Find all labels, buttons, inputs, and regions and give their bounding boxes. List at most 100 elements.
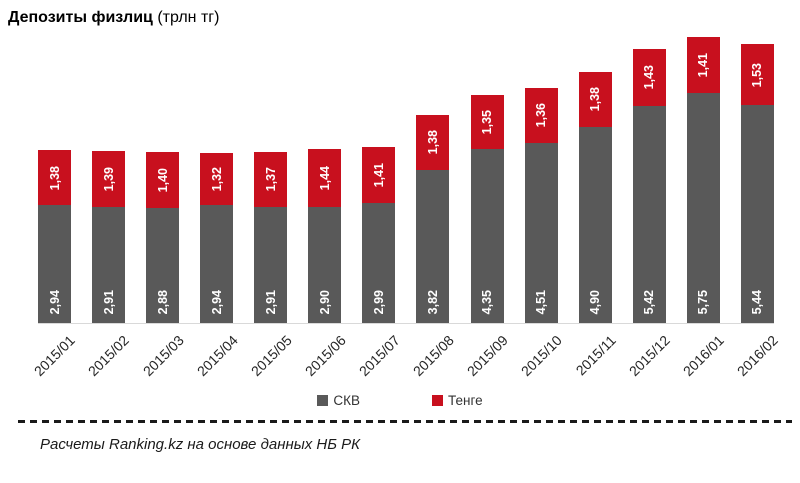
bar-value-label: 1,44 xyxy=(317,166,332,191)
x-axis-label-text: 2015/01 xyxy=(31,332,79,380)
bar-segment-skv: 2,94 xyxy=(38,205,71,323)
bar-value-label: 2,94 xyxy=(209,289,224,314)
x-axis-label: 2015/05 xyxy=(247,324,294,388)
bar-value-label: 1,53 xyxy=(750,62,765,87)
x-axis-labels: 2015/01 2015/02 2015/03 2015/04 2015/05 2015/… xyxy=(31,324,781,388)
bar-segment-skv: 2,94 xyxy=(200,205,234,323)
x-axis-label-text: 2015/08 xyxy=(409,332,457,380)
stacked-bar: 1,38 2,94 xyxy=(38,150,71,323)
source-note: Расчеты Ranking.kz на основе данных НБ Р… xyxy=(40,436,361,453)
x-axis-label: 2015/11 xyxy=(573,324,619,388)
skv-swatch-icon xyxy=(317,394,329,406)
stacked-bar: 1,53 5,44 xyxy=(740,44,774,323)
x-axis-label: 2015/04 xyxy=(193,324,240,388)
bar-value-label: 1,38 xyxy=(47,165,62,190)
stacked-bar: 1,39 2,91 xyxy=(92,151,126,323)
legend-item-skv: СКВ xyxy=(317,393,360,408)
x-axis-label: 2015/06 xyxy=(302,324,349,388)
legend-label-tenge: Тенге xyxy=(448,392,483,408)
x-axis-label-text: 2015/07 xyxy=(355,332,403,380)
bar-segment-tenge: 1,40 xyxy=(146,151,180,208)
plot-area: 1,38 2,94 1,39 2,91 1,40 2,88 1,32 2,94 1,37 2,91… xyxy=(38,32,774,324)
stacked-bar: 1,38 3,82 xyxy=(416,115,450,323)
x-axis-label-text: 2015/09 xyxy=(463,332,511,380)
x-axis-label: 2015/12 xyxy=(626,324,673,388)
bar-segment-skv: 5,75 xyxy=(686,93,720,323)
x-axis-label: 2016/01 xyxy=(680,324,727,388)
bar-segment-skv: 2,91 xyxy=(92,206,126,323)
x-axis-label: 2016/02 xyxy=(734,324,781,388)
x-axis-label: 2015/01 xyxy=(31,324,78,388)
bar-value-label: 4,51 xyxy=(534,289,549,314)
x-axis-label: 2015/02 xyxy=(85,324,132,388)
x-axis-label: 2015/09 xyxy=(464,324,511,388)
legend-item-tenge: Тенге xyxy=(432,393,483,408)
bar-value-label: 2,90 xyxy=(317,289,332,314)
legend: СКВ Тенге xyxy=(0,390,800,410)
stacked-bar: 1,44 2,90 xyxy=(308,149,342,323)
bar-value-label: 2,99 xyxy=(371,289,386,314)
bar-segment-tenge: 1,37 xyxy=(254,151,288,207)
bar-value-label: 5,44 xyxy=(750,289,765,314)
bar-value-label: 5,75 xyxy=(696,289,711,314)
stacked-bar: 1,38 4,90 xyxy=(578,71,612,323)
x-axis-label-text: 2015/11 xyxy=(572,332,619,379)
dashed-separator xyxy=(18,420,792,423)
bar-segment-skv: 2,99 xyxy=(362,203,396,323)
stacked-bar: 1,43 5,42 xyxy=(632,49,666,323)
bar-value-label: 4,35 xyxy=(480,289,494,314)
bar-segment-tenge: 1,41 xyxy=(362,147,396,204)
stacked-bar: 1,36 4,51 xyxy=(524,88,558,323)
bar-value-label: 1,40 xyxy=(155,167,170,192)
bar-segment-tenge: 1,38 xyxy=(578,71,612,127)
bar-segment-skv: 5,44 xyxy=(740,105,774,323)
stacked-bar: 1,35 4,35 xyxy=(470,95,504,323)
bar-value-label: 1,38 xyxy=(425,130,440,155)
bar-segment-skv: 2,88 xyxy=(146,207,180,323)
bar-segment-tenge: 1,44 xyxy=(308,149,342,207)
bar-value-label: 2,91 xyxy=(101,289,116,314)
bar-value-label: 3,82 xyxy=(425,289,440,314)
stacked-bar: 1,41 5,75 xyxy=(686,36,720,323)
bar-segment-tenge: 1,43 xyxy=(632,49,666,107)
chart-title: Депозиты физлиц (трлн тг) xyxy=(0,8,800,28)
bar-segment-skv: 4,90 xyxy=(578,127,612,323)
bar-segment-skv: 4,51 xyxy=(524,142,558,323)
x-axis-label-text: 2015/02 xyxy=(85,332,133,380)
stacked-bar: 1,40 2,88 xyxy=(146,151,180,323)
stacked-bar: 1,32 2,94 xyxy=(200,152,234,323)
bar-segment-skv: 5,42 xyxy=(632,106,666,323)
x-axis-label: 2015/10 xyxy=(518,324,565,388)
bar-segment-skv: 4,35 xyxy=(470,149,504,323)
bar-value-label: 1,43 xyxy=(642,65,657,90)
bar-segment-tenge: 1,35 xyxy=(470,95,504,149)
bar-segment-tenge: 1,38 xyxy=(416,115,450,171)
bar-segment-skv: 2,91 xyxy=(254,206,288,323)
bar-value-label: 4,90 xyxy=(588,289,603,314)
x-axis-label-text: 2015/12 xyxy=(625,332,674,380)
bar-segment-tenge: 1,38 xyxy=(38,150,71,206)
x-axis-label-text: 2015/03 xyxy=(139,332,187,380)
bar-value-label: 2,88 xyxy=(155,289,170,314)
bar-segment-tenge: 1,41 xyxy=(686,36,720,93)
stacked-bar: 1,37 2,91 xyxy=(254,151,288,323)
bar-value-label: 1,39 xyxy=(101,166,116,191)
tenge-swatch-icon xyxy=(432,394,444,406)
bar-segment-skv: 3,82 xyxy=(416,170,450,323)
chart-title-main: Депозиты физлиц xyxy=(8,9,153,26)
chart-title-unit: (трлн тг) xyxy=(152,9,220,26)
bar-value-label: 1,32 xyxy=(209,166,224,192)
bar-segment-tenge: 1,39 xyxy=(92,151,126,207)
bar-value-label: 5,42 xyxy=(642,289,657,314)
bar-value-label: 1,38 xyxy=(588,87,603,112)
x-axis-label-text: 2016/02 xyxy=(734,332,782,380)
bar-value-label: 2,91 xyxy=(263,289,278,314)
bar-value-label: 1,41 xyxy=(696,52,711,77)
bar-segment-tenge: 1,32 xyxy=(200,152,234,206)
x-axis-label-text: 2016/01 xyxy=(679,332,728,380)
bar-value-label: 2,94 xyxy=(47,289,62,314)
stacked-bar: 1,41 2,99 xyxy=(362,147,396,323)
x-axis-label: 2015/03 xyxy=(139,324,186,388)
x-axis-label-text: 2015/05 xyxy=(247,332,295,380)
legend-label-skv: СКВ xyxy=(333,392,361,408)
